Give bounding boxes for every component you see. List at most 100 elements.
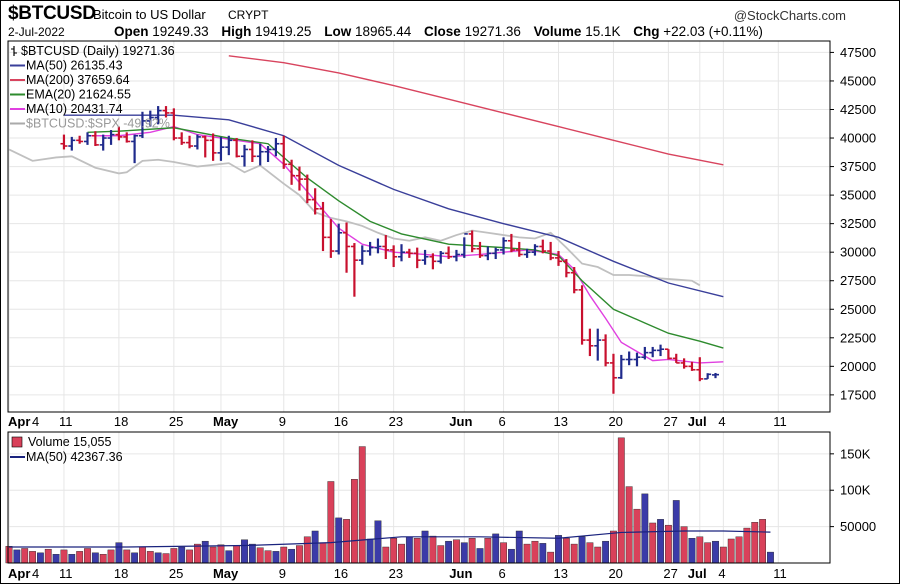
volume-bar bbox=[303, 536, 311, 564]
ohlc-bar bbox=[162, 106, 170, 118]
x-tick-label: 4 bbox=[718, 566, 725, 581]
chg-label: Chg bbox=[633, 24, 660, 39]
volume-bar bbox=[154, 552, 162, 564]
ohlc-summary: Open 19249.33 High 19419.25 Low 18965.44… bbox=[114, 24, 763, 39]
x-tick-label: 4 bbox=[718, 414, 725, 429]
ohlc-bar bbox=[295, 166, 303, 191]
volume-bar bbox=[500, 542, 507, 564]
y-tick-label: 50000 bbox=[840, 519, 876, 534]
ohlc-bar bbox=[241, 144, 248, 167]
ohlc-bar bbox=[115, 126, 123, 141]
volume-bar bbox=[413, 538, 421, 564]
volume-bar bbox=[272, 551, 280, 564]
volume-bar bbox=[139, 546, 146, 564]
high-value: 19419.25 bbox=[255, 24, 312, 39]
volume-bar bbox=[52, 554, 60, 564]
volume-bar bbox=[453, 539, 460, 564]
open-value: 19249.33 bbox=[152, 24, 209, 39]
ohlc-bar bbox=[138, 111, 146, 139]
volume-bar bbox=[5, 546, 13, 564]
volume-bar bbox=[712, 540, 719, 564]
ohlc-bar bbox=[225, 135, 233, 156]
volume-bar bbox=[76, 551, 84, 564]
y-tick-label: 35000 bbox=[840, 188, 876, 203]
x-tick-label: 13 bbox=[554, 566, 568, 581]
x-tick-label: Apr bbox=[8, 414, 30, 429]
ohlc-bar bbox=[437, 251, 445, 264]
volume-bar bbox=[594, 546, 602, 564]
volume-value: 15.1K bbox=[585, 24, 621, 39]
volume-bar bbox=[704, 542, 712, 564]
ohlc-bar bbox=[507, 233, 515, 253]
y-tick-label: 30000 bbox=[840, 245, 876, 260]
ohlc-bar bbox=[107, 130, 115, 145]
volume-bar bbox=[241, 539, 248, 564]
y-tick-label: 47500 bbox=[840, 45, 876, 60]
ohlc-bar bbox=[123, 132, 131, 143]
ohlc-bar bbox=[413, 247, 421, 269]
ohlc-bar bbox=[99, 134, 107, 151]
volume-bar bbox=[288, 548, 295, 564]
x-tick-label: 27 bbox=[663, 566, 677, 581]
ohlc-bar bbox=[60, 134, 68, 150]
ohlc-bar bbox=[555, 251, 562, 266]
x-tick-label: Apr bbox=[8, 566, 30, 581]
volume-bar bbox=[366, 538, 374, 564]
volume-bar bbox=[398, 543, 405, 564]
x-tick-label: 6 bbox=[499, 414, 506, 429]
volume-bar bbox=[508, 548, 515, 564]
quote-date: 2-Jul-2022 bbox=[8, 25, 65, 39]
ohlc-bar bbox=[350, 243, 358, 297]
ohlc-bar bbox=[476, 241, 484, 258]
volume-bar bbox=[162, 553, 170, 564]
volume-bar bbox=[578, 536, 586, 564]
x-tick-label: 11 bbox=[59, 414, 72, 429]
volume-bar bbox=[99, 554, 107, 564]
volume-bar bbox=[610, 530, 617, 564]
x-tick-label: 4 bbox=[32, 566, 39, 581]
ohlc-bar bbox=[688, 361, 696, 371]
x-tick-label: May bbox=[213, 566, 239, 581]
instrument-name: Bitcoin to US Dollar bbox=[93, 7, 206, 22]
volume-bar bbox=[759, 519, 767, 564]
ema20-line bbox=[87, 127, 724, 349]
ohlc-bar bbox=[319, 201, 327, 252]
ohlc-bar bbox=[452, 249, 460, 262]
volume-bar bbox=[115, 542, 123, 564]
volume-bar bbox=[225, 550, 233, 564]
volume-bar bbox=[390, 538, 398, 564]
volume-label: Volume bbox=[533, 24, 582, 39]
x-tick-label: 11 bbox=[773, 566, 787, 581]
x-tick-label: 4 bbox=[32, 414, 39, 429]
y-tick-label: 45000 bbox=[840, 73, 876, 88]
ma50-line bbox=[63, 114, 724, 298]
ohlc-bar bbox=[209, 133, 217, 161]
ohlc-bar bbox=[523, 248, 531, 258]
volume-bar bbox=[256, 547, 264, 564]
y-tick-label: 17500 bbox=[840, 387, 876, 402]
price-panel-border bbox=[7, 40, 831, 413]
ohlc-bar bbox=[633, 352, 641, 367]
volume-bar bbox=[735, 536, 743, 564]
volume-bar bbox=[233, 545, 241, 564]
volume-bar bbox=[719, 546, 727, 564]
x-tick-label: 23 bbox=[389, 414, 403, 429]
volume-bar bbox=[531, 540, 539, 564]
legend-volume-swatch bbox=[11, 436, 23, 448]
ohlc-bar bbox=[570, 267, 578, 294]
ohlc-bar bbox=[170, 108, 178, 141]
ohlc-bar bbox=[609, 353, 617, 394]
legend-price: $BTCUSD (Daily) 19271.36 bbox=[21, 44, 175, 58]
volume-bar bbox=[201, 540, 209, 564]
volume-bar bbox=[186, 549, 193, 564]
volume-bar bbox=[602, 540, 610, 564]
ohlc-bar bbox=[84, 132, 91, 145]
price-grid bbox=[8, 41, 830, 412]
volume-bar bbox=[727, 538, 735, 564]
stockcharts-watermark[interactable]: @StockCharts.com bbox=[733, 8, 846, 23]
ohlc-bar bbox=[562, 259, 570, 278]
x-tick-label: 16 bbox=[334, 566, 348, 581]
volume-bar bbox=[311, 530, 319, 564]
volume-bar bbox=[484, 538, 492, 564]
legend-rel: $BTCUSD:$SPX -49.92% bbox=[26, 117, 170, 131]
